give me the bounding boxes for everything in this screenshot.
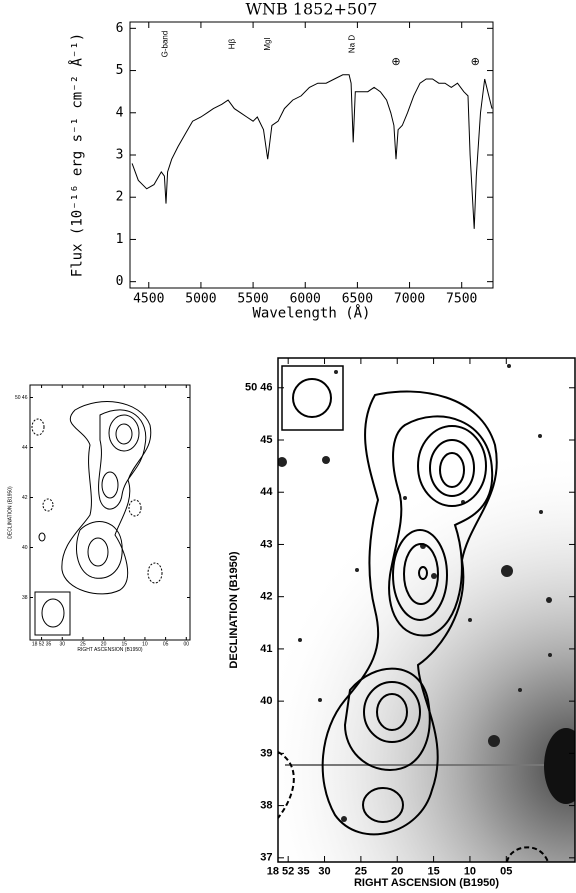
x-tick-label: 18 52 35 (32, 642, 52, 648)
x-tick-label: 15 (427, 865, 439, 877)
y-tick-label: 6 (116, 21, 124, 36)
y-tick-label: 42 (260, 591, 272, 603)
x-tick-label: 6000 (290, 292, 321, 307)
x-tick-label: 20 (391, 865, 403, 877)
y-tick-label: 38 (22, 595, 28, 601)
y-tick-label: 0 (116, 274, 124, 289)
y-tick-label: 1 (116, 232, 124, 247)
x-tick-label: 25 (355, 865, 367, 877)
plot-frame (29, 384, 191, 641)
annotation: ⊕ (391, 56, 400, 68)
x-tick-label: 20 (101, 642, 107, 648)
x-tick-label: 5500 (237, 292, 268, 307)
y-tick-label: 5 (116, 63, 124, 78)
y-axis-label: DECLINATION (B1950) (7, 486, 13, 539)
x-tick-label: 30 (59, 642, 65, 648)
y-tick-label: 40 (22, 545, 28, 551)
x-tick-label: 7500 (446, 292, 477, 307)
annotation: G-band (161, 31, 170, 58)
x-tick-label: 18 52 35 (267, 865, 310, 877)
x-tick-label: 05 (500, 865, 512, 877)
annotation: Hβ (227, 38, 236, 49)
plot-frame (277, 357, 576, 863)
y-tick-label: 4 (116, 105, 124, 120)
x-tick-label: 25 (80, 642, 86, 648)
x-tick-label: 7000 (394, 292, 425, 307)
left-contours (31, 401, 163, 636)
x-tick-label: 10 (464, 865, 476, 877)
y-tick-label: 40 (260, 695, 272, 707)
x-tick-label: 15 (121, 642, 127, 648)
y-tick-label: 45 (260, 434, 272, 446)
x-tick-label: 5000 (185, 292, 216, 307)
y-tick-label: 50 46 (15, 395, 28, 401)
y-tick-label: 43 (260, 538, 272, 550)
annotation: Na D (347, 35, 356, 53)
y-tick-label: 44 (260, 486, 273, 498)
y-tick-label: 42 (22, 495, 28, 501)
x-tick-label: 05 (163, 642, 169, 648)
x-tick-label: 30 (318, 865, 330, 877)
y-axis-label: Flux (10⁻¹⁶ erg s⁻¹ cm⁻² Å⁻¹) (68, 33, 85, 277)
spectrum-line (131, 74, 493, 229)
annotation: MgI (263, 37, 272, 50)
y-tick-label: 3 (116, 148, 124, 163)
plot-frame (129, 21, 494, 289)
annotation: ⊕ (471, 56, 480, 68)
y-tick-label: 50 46 (245, 382, 273, 394)
chart-title: WNB 1852+507 (246, 0, 378, 19)
x-axis-label: RIGHT ASCENSION (B1950) (77, 647, 143, 653)
y-tick-label: 2 (116, 190, 124, 205)
y-tick-label: 44 (22, 445, 28, 451)
right-contours (278, 358, 575, 862)
x-tick-label: 6500 (342, 292, 373, 307)
x-axis-label: RIGHT ASCENSION (B1950) (354, 877, 499, 889)
x-axis-label: Wavelength (Å) (252, 305, 370, 322)
y-tick-label: 38 (260, 800, 272, 812)
y-tick-label: 37 (260, 852, 272, 864)
x-tick-label: 00 (183, 642, 189, 648)
x-tick-label: 4500 (133, 292, 164, 307)
x-tick-label: 10 (142, 642, 148, 648)
y-tick-label: 41 (260, 643, 272, 655)
y-tick-label: 39 (260, 747, 272, 759)
y-axis-label: DECLINATION (B1950) (228, 551, 240, 668)
